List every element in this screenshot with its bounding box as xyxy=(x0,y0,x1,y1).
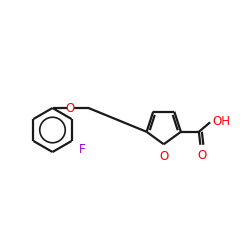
Text: O: O xyxy=(197,149,206,162)
Text: OH: OH xyxy=(212,114,230,128)
Text: F: F xyxy=(78,142,85,156)
Text: O: O xyxy=(66,102,75,114)
Text: O: O xyxy=(159,150,168,163)
